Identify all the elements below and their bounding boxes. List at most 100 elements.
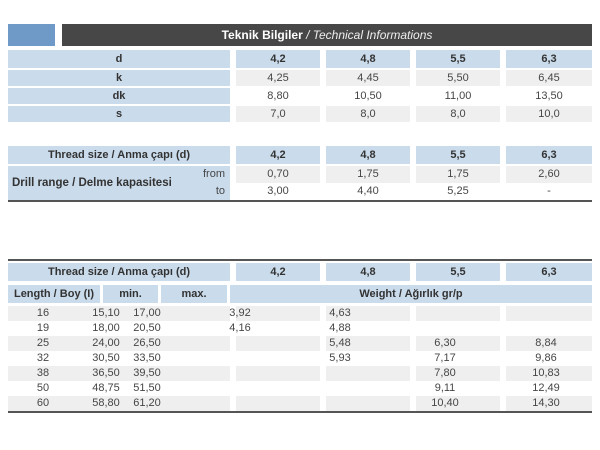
table-cell: 4,2 (236, 50, 320, 68)
row-stripe (416, 336, 500, 351)
row-stripe (326, 381, 410, 396)
table-cell: 2,60 (506, 166, 592, 183)
row-stripe (326, 396, 410, 411)
cell-value: 61,20 (133, 397, 161, 409)
row-label: d (8, 50, 230, 68)
table-cell: 6,3 (506, 263, 592, 281)
row-stripe (506, 351, 592, 366)
table-cell: 5,25 (416, 183, 500, 200)
cell-value: 6,30 (434, 337, 456, 349)
cell-value: 8,84 (535, 337, 557, 349)
table-bottom-rule (8, 411, 592, 413)
row-label: Thread size / Anma çapı (d) (8, 146, 230, 164)
cell-value: 5,48 (329, 337, 351, 349)
table-cell: 4,8 (326, 263, 410, 281)
cell-value: 5,93 (329, 352, 351, 364)
table-cell: 4,2 (236, 263, 320, 281)
cell-value: 30,50 (92, 352, 120, 364)
cell-value: 38 (36, 367, 50, 379)
cell-value: 3,92 (229, 307, 251, 319)
cell-value: 32 (36, 352, 50, 364)
drill-range-label: Drill range / Delme kapasitesi from to (8, 166, 230, 200)
row-stripe (8, 351, 230, 366)
table-cell: 8,0 (416, 106, 500, 122)
table-cell: 1,75 (416, 166, 500, 183)
cell-value: 14,30 (532, 397, 560, 409)
cell-value: 10,40 (431, 397, 459, 409)
cell-value: 50 (36, 382, 50, 394)
table-cell: 4,45 (326, 70, 410, 86)
table-row: 50 48,75 51,50 9,11 12,49 (8, 381, 592, 396)
table-cell: 6,3 (506, 146, 592, 164)
cell-value: 12,49 (532, 382, 560, 394)
row-stripe (416, 306, 500, 321)
table-cell: 10,50 (326, 88, 410, 104)
sub-row-label: to (215, 185, 225, 197)
row-stripe (326, 366, 410, 381)
table-cell: 7,0 (236, 106, 320, 122)
table-row: 25 24,00 26,50 5,48 6,30 8,84 (8, 336, 592, 351)
sub-row-label: from (203, 168, 225, 180)
cell-value: 19 (36, 322, 50, 334)
table-cell: 10,0 (506, 106, 592, 122)
row-stripe (506, 396, 592, 411)
cell-value: 15,10 (92, 307, 120, 319)
row-stripe (236, 396, 320, 411)
table-cell: 11,00 (416, 88, 500, 104)
header-cell-max-header: max. (161, 285, 227, 303)
row-stripe (326, 321, 410, 336)
cell-value: 4,16 (229, 322, 251, 334)
row-stripe (8, 336, 230, 351)
row-stripe (236, 336, 320, 351)
table-cell: 0,70 (236, 166, 320, 183)
row-stripe (326, 351, 410, 366)
row-stripe (8, 381, 230, 396)
cell-value: 4,63 (329, 307, 351, 319)
page-title-turkish: Teknik Bilgiler (221, 28, 303, 42)
table-bottom-rule (8, 200, 592, 202)
row-stripe (506, 306, 592, 321)
row-label: k (8, 70, 230, 86)
cell-value: 26,50 (133, 337, 161, 349)
row-stripe (506, 366, 592, 381)
table-row: 19 18,00 20,50 4,16 4,88 (8, 321, 592, 336)
table-cell: 3,00 (236, 183, 320, 200)
cell-value: 39,50 (133, 367, 161, 379)
cell-value: 9,11 (434, 382, 456, 394)
row-stripe (236, 306, 320, 321)
row-stripe (236, 381, 320, 396)
row-stripe (326, 336, 410, 351)
table-cell: 6,3 (506, 50, 592, 68)
table-cell: 13,50 (506, 88, 592, 104)
row-stripe (8, 321, 230, 336)
page-title: Teknik Bilgiler / Technical Informations (62, 24, 592, 46)
table-cell: 1,75 (326, 166, 410, 183)
header-accent-square (8, 24, 55, 46)
row-label: s (8, 106, 230, 122)
row-stripe (236, 321, 320, 336)
cell-value: 58,80 (92, 397, 120, 409)
table-cell: 4,25 (236, 70, 320, 86)
row-stripe (506, 381, 592, 396)
row-label: dk (8, 88, 230, 104)
row-stripe (236, 366, 320, 381)
table-cell: 5,5 (416, 146, 500, 164)
header-cell-length-header: Length / Boy (I) (8, 285, 100, 303)
table-cell: 8,80 (236, 88, 320, 104)
table-row: 60 58,80 61,20 10,40 14,30 (8, 396, 592, 411)
cell-value: 33,50 (133, 352, 161, 364)
cell-value: 10,83 (532, 367, 560, 379)
header-cell-min-header: min. (103, 285, 158, 303)
from-to-labels: from to (203, 166, 225, 200)
cell-value: 4,88 (329, 322, 351, 334)
cell-value: 7,17 (434, 352, 456, 364)
row-stripe (8, 366, 230, 381)
cell-value: 25 (36, 337, 50, 349)
row-stripe (416, 366, 500, 381)
row-stripe (8, 396, 230, 411)
table-cell: 5,5 (416, 50, 500, 68)
row-label: Thread size / Anma çapı (d) (8, 263, 230, 281)
